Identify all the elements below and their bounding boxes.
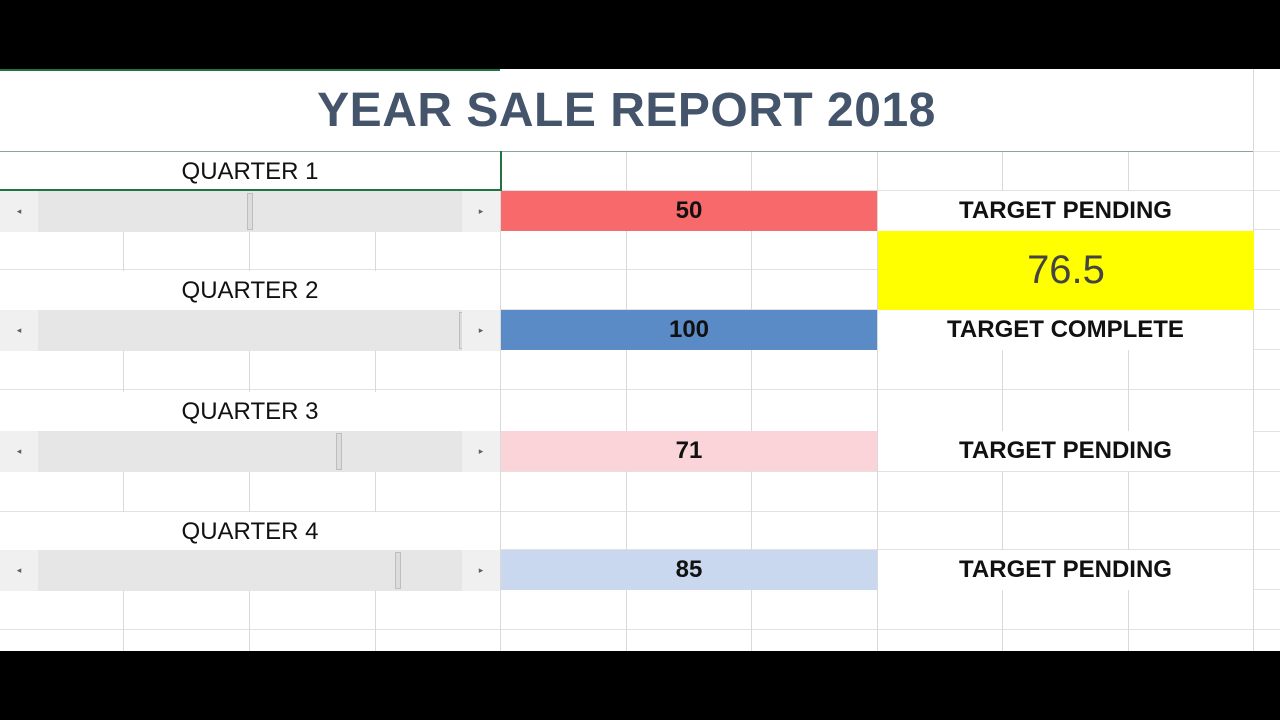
scrollbar-thumb[interactable] — [395, 552, 402, 589]
quarter-1-scrollbar[interactable]: ◂ ▸ — [0, 191, 500, 232]
quarter-3-label: QUARTER 3 — [0, 392, 500, 432]
arrow-right-icon[interactable]: ▸ — [462, 431, 500, 472]
active-cell-border — [0, 151, 502, 191]
scrollbar-thumb[interactable] — [336, 433, 343, 470]
quarter-4-label: QUARTER 4 — [0, 512, 500, 552]
selection-accent — [0, 69, 500, 71]
arrow-left-icon[interactable]: ◂ — [0, 191, 38, 232]
arrow-left-icon[interactable]: ◂ — [0, 550, 38, 591]
quarter-4-scrollbar[interactable]: ◂ ▸ — [0, 550, 500, 591]
quarter-2-value[interactable]: 100 — [501, 310, 877, 350]
arrow-right-icon[interactable]: ▸ — [462, 310, 500, 351]
quarter-1-label: QUARTER 1 — [0, 152, 500, 192]
scrollbar-track[interactable] — [38, 431, 462, 472]
scrollbar-track[interactable] — [38, 310, 465, 351]
quarter-3-value[interactable]: 71 — [501, 431, 877, 471]
quarter-1-value[interactable]: 50 — [501, 191, 877, 231]
arrow-left-icon[interactable]: ◂ — [0, 431, 38, 472]
arrow-right-icon[interactable]: ▸ — [462, 550, 500, 591]
quarter-1-status: TARGET PENDING — [878, 191, 1253, 231]
quarter-2-status: TARGET COMPLETE — [878, 310, 1253, 350]
scrollbar-track[interactable] — [38, 191, 462, 232]
quarter-3-scrollbar[interactable]: ◂ ▸ — [0, 431, 500, 472]
quarter-2-label: QUARTER 2 — [0, 271, 500, 311]
quarter-4-value[interactable]: 85 — [501, 550, 877, 590]
quarter-3-status: TARGET PENDING — [878, 431, 1253, 471]
average-value-cell[interactable]: 76.5 — [878, 231, 1254, 310]
arrow-left-icon[interactable]: ◂ — [0, 310, 38, 351]
report-title: YEAR SALE REPORT 2018 — [0, 69, 1253, 152]
arrow-right-icon[interactable]: ▸ — [462, 191, 500, 232]
scrollbar-track[interactable] — [38, 550, 462, 591]
quarter-4-status: TARGET PENDING — [878, 550, 1253, 590]
scrollbar-thumb[interactable] — [247, 193, 253, 230]
quarter-2-scrollbar[interactable]: ◂ ▸ — [0, 310, 500, 351]
spreadsheet-grid[interactable]: YEAR SALE REPORT 2018 QUARTER 1 ◂ ▸ 50 T… — [0, 69, 1280, 651]
